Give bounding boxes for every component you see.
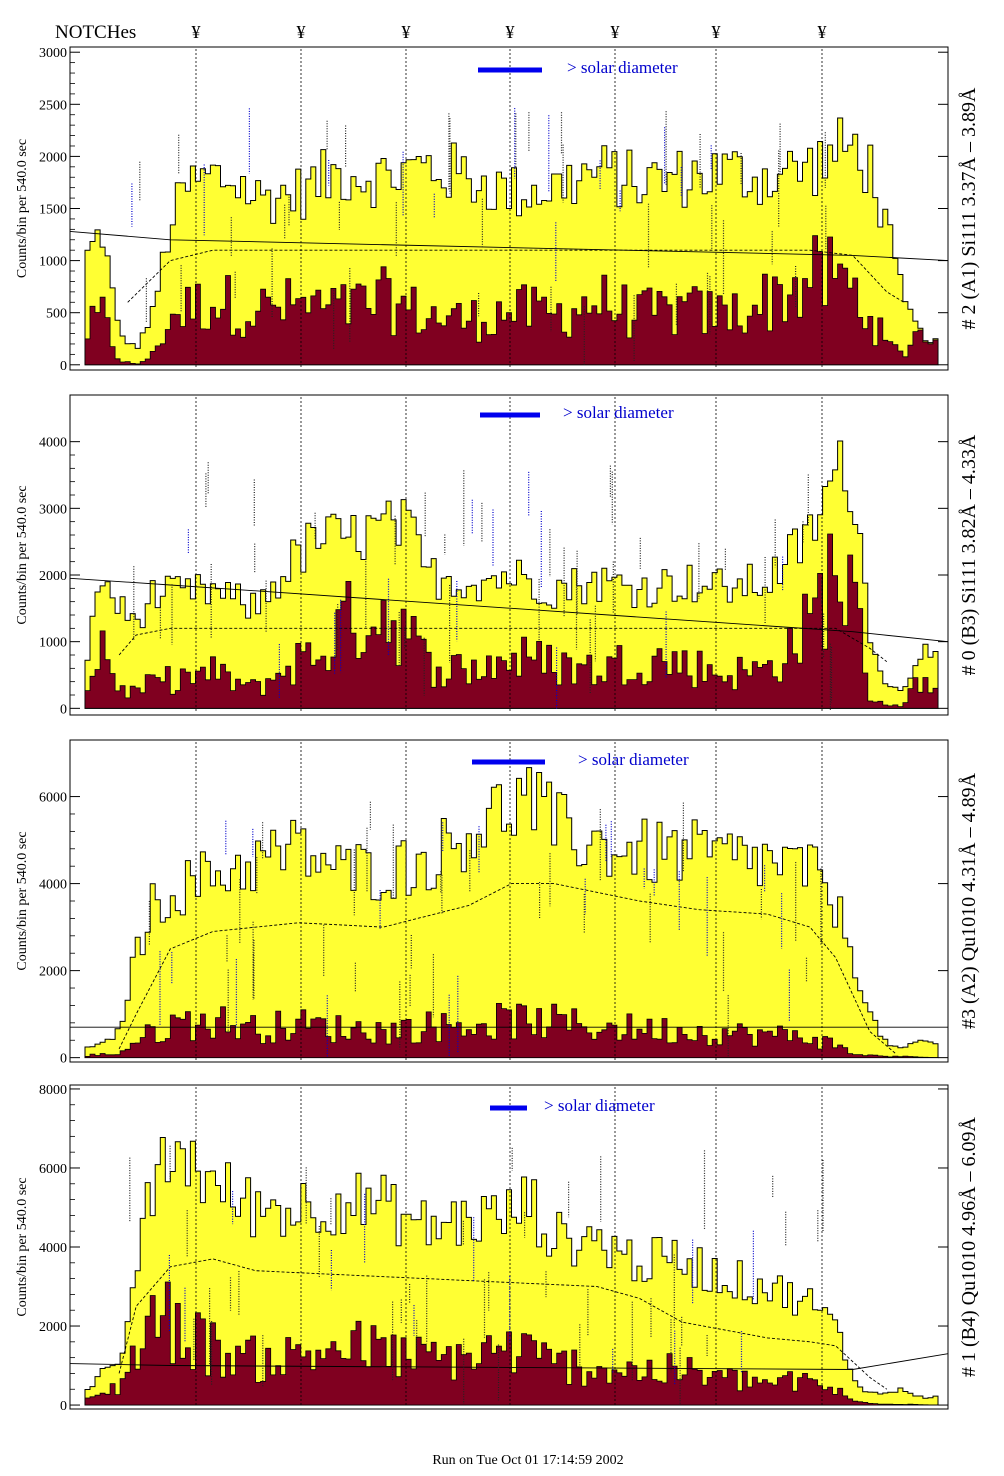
panel-title: # 0 (B3) Si111 3.82Å – 4.33Å xyxy=(958,434,980,675)
y-tick-label: 0 xyxy=(60,1052,67,1067)
chart-panel-3: 0 2000 4000 6000 Counts/bin per 540.0 sec #3 … xyxy=(15,739,980,1067)
histogram-total-2 xyxy=(84,440,939,709)
y-tick-label: 0 xyxy=(60,359,67,374)
y-tick-label: 1000 xyxy=(39,255,67,270)
model-curve-1 xyxy=(127,249,905,303)
panel-title: #3 (A2) Qu1010 4.31Å – 4.89Å xyxy=(958,772,980,1029)
histogram-subset-2 xyxy=(84,533,939,709)
chart-panels: 0 500 1000 1500 2000 2500 3000 Counts/bin per 5… xyxy=(15,46,980,1414)
baseline-curve-4 xyxy=(69,1353,949,1370)
y-tick-label: 0 xyxy=(60,702,67,717)
y-tick-label: 2500 xyxy=(39,98,67,113)
y-tick-label: 1000 xyxy=(39,636,67,651)
histogram-total-3 xyxy=(84,767,939,1059)
run-timestamp: Run on Tue Oct 01 17:14:59 2002 xyxy=(432,1453,623,1468)
y-tick-label: 8000 xyxy=(39,1083,67,1098)
notches-label: NOTCHes xyxy=(55,22,136,43)
notch-marker-2: ¥ xyxy=(297,22,306,42)
y-tick-label: 3000 xyxy=(39,502,67,517)
y-tick-label: 1500 xyxy=(39,203,67,218)
solar-diameter-legend: > solar diameter xyxy=(563,403,674,422)
y-tick-label: 4000 xyxy=(39,1241,67,1256)
notch-marker-1: ¥ xyxy=(192,22,201,42)
y-tick-label: 3000 xyxy=(39,46,67,61)
y-tick-label: 6000 xyxy=(39,791,67,806)
y-tick-label: 2000 xyxy=(39,965,67,980)
notch-marker-4: ¥ xyxy=(506,22,515,42)
y-tick-label: 2000 xyxy=(39,150,67,165)
baseline-curve-1 xyxy=(69,230,949,262)
histogram-total-4 xyxy=(84,1137,939,1406)
y-tick-label: 0 xyxy=(60,1399,67,1414)
solar-diameter-legend: > solar diameter xyxy=(567,58,678,77)
model-curve-3 xyxy=(118,883,896,1054)
panel-title: # 2 (A1) Si111 3.37Å – 3.89Å xyxy=(958,87,980,329)
chart-panel-1: 0 500 1000 1500 2000 2500 3000 Counts/bin per 5… xyxy=(15,46,980,374)
y-axis-label: Counts/bin per 540.0 sec xyxy=(15,485,30,624)
y-tick-label: 6000 xyxy=(39,1162,67,1177)
solar-diameter-legend: > solar diameter xyxy=(544,1096,655,1115)
histogram-subset-4 xyxy=(84,1281,939,1406)
notch-marker-3: ¥ xyxy=(402,22,411,42)
y-axis-label: Counts/bin per 540.0 sec xyxy=(15,831,30,970)
notch-marker-7: ¥ xyxy=(818,22,827,42)
y-tick-label: 500 xyxy=(46,307,67,322)
chart-panel-4: 0 2000 4000 6000 8000 Counts/bin per 540.0 se… xyxy=(15,1083,980,1414)
model-curve-2 xyxy=(118,627,888,663)
model-curve-4 xyxy=(118,1258,888,1390)
solar-diameter-legend: > solar diameter xyxy=(578,750,689,769)
chart-panel-2: 0 1000 2000 3000 4000 Counts/bin per 540.0 se… xyxy=(15,394,980,717)
histogram-subset-3 xyxy=(84,1003,939,1059)
y-tick-label: 2000 xyxy=(39,569,67,584)
y-tick-label: 2000 xyxy=(39,1320,67,1335)
panel-title: # 1 (B4) Qu1010 4.96Å – 6.09Å xyxy=(958,1116,980,1377)
panel-frame-2 xyxy=(69,394,949,716)
notch-marker-5: ¥ xyxy=(611,22,620,42)
histogram-subset-1 xyxy=(84,235,939,366)
y-tick-label: 4000 xyxy=(39,436,67,451)
baseline-curve-2 xyxy=(69,577,949,643)
y-axis-label: Counts/bin per 540.0 sec xyxy=(15,1177,30,1316)
notch-markers: ¥ ¥ ¥ ¥ ¥ ¥ ¥ xyxy=(192,22,827,42)
y-tick-label: 4000 xyxy=(39,878,67,893)
notch-marker-6: ¥ xyxy=(712,22,721,42)
y-axis-label: Counts/bin per 540.0 sec xyxy=(15,139,30,278)
